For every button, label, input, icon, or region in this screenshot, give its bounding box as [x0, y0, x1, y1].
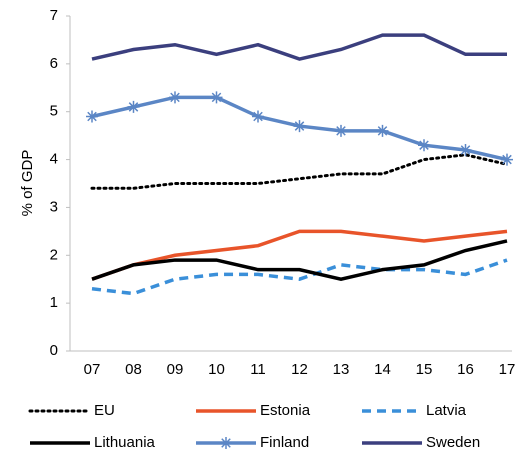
x-tick-label: 10	[208, 361, 225, 378]
series-line	[91, 229, 508, 281]
x-tick-label: 15	[416, 361, 433, 378]
marker	[169, 91, 181, 104]
x-tick-label: 07	[84, 361, 101, 378]
marker	[127, 100, 140, 113]
legend-label: Finland	[260, 434, 309, 451]
series-line	[91, 258, 508, 296]
marker	[293, 120, 306, 133]
x-tick-label: 17	[499, 361, 516, 378]
legend-label: Latvia	[426, 402, 467, 419]
marker	[86, 110, 98, 123]
y-tick-label: 2	[50, 246, 58, 263]
y-tick-label: 4	[50, 151, 58, 168]
legend-label: EU	[94, 402, 115, 419]
y-tick-label: 6	[50, 55, 58, 72]
x-tick-label: 13	[333, 361, 350, 378]
series-line	[91, 239, 508, 282]
legend-label: Estonia	[260, 402, 311, 419]
series-line	[90, 153, 509, 190]
x-tick-label: 11	[250, 361, 266, 378]
y-tick-label: 0	[50, 342, 58, 359]
legend-label: Sweden	[426, 434, 480, 451]
x-tick-label: 09	[167, 361, 184, 378]
marker	[418, 139, 430, 152]
y-tick-label: 1	[50, 294, 58, 311]
x-tick-label: 14	[374, 361, 391, 378]
x-tick-label: 12	[291, 361, 308, 378]
marker	[501, 153, 513, 166]
marker	[376, 124, 389, 137]
marker	[210, 91, 223, 104]
y-axis-label: % of GDP	[19, 150, 36, 217]
series-line	[91, 33, 507, 61]
marker	[252, 110, 264, 123]
marker	[335, 124, 347, 137]
legend-label: Lithuania	[94, 434, 156, 451]
y-tick-label: 3	[50, 198, 58, 215]
x-tick-label: 08	[125, 361, 142, 378]
y-tick-label: 7	[50, 7, 58, 24]
x-tick-label: 16	[457, 361, 474, 378]
marker	[220, 437, 232, 449]
y-tick-label: 5	[50, 103, 58, 120]
marker	[459, 144, 472, 156]
